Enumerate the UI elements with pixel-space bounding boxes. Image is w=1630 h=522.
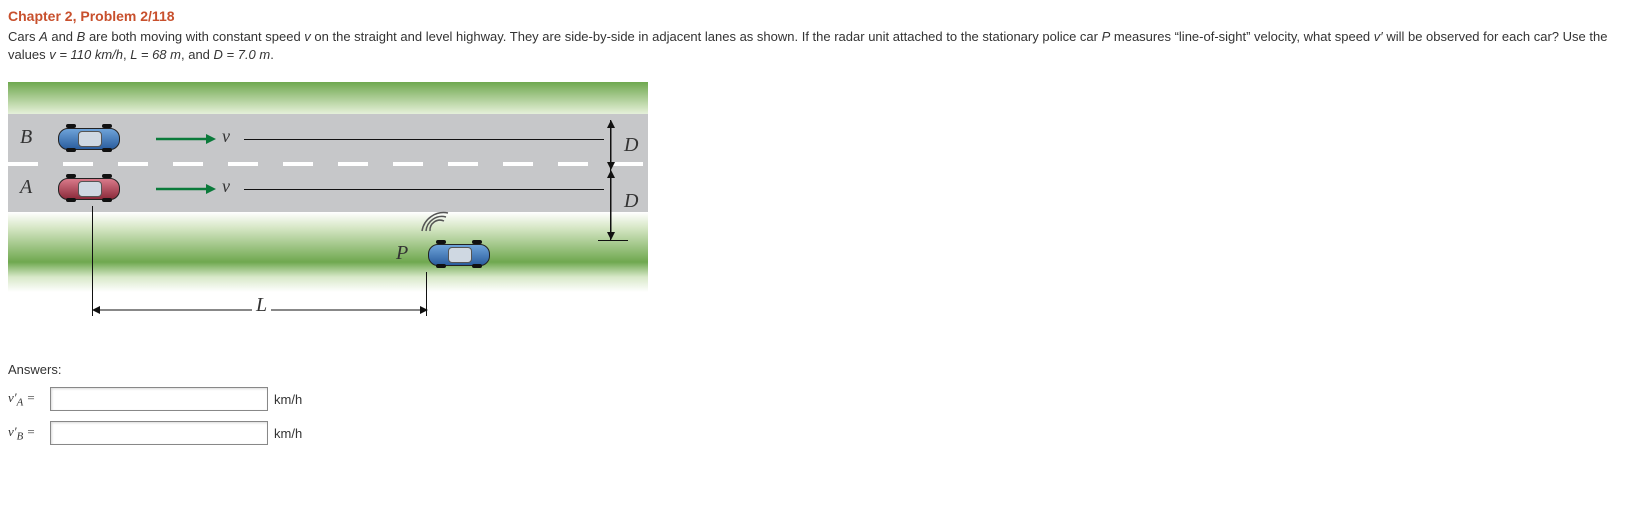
answer-input-a[interactable] (50, 387, 268, 411)
label-v-a: v (222, 176, 230, 197)
answer-unit-b: km/h (274, 426, 302, 441)
car-p (420, 240, 496, 268)
label-car-b: B (20, 126, 32, 149)
answers-section: Answers: v′A = km/h v′B = km/h (8, 362, 1622, 445)
text: are both moving with constant speed (85, 29, 304, 44)
velocity-arrow-b (156, 132, 216, 146)
problem-statement: Cars A and B are both moving with consta… (8, 28, 1622, 64)
car-a (50, 174, 126, 202)
grass-bottom-fade (8, 262, 648, 292)
val-D: D = 7.0 m (214, 47, 271, 62)
var-P: P (1102, 29, 1111, 44)
answers-title: Answers: (8, 362, 1622, 377)
text: measures “line-of-sight” velocity, what … (1110, 29, 1373, 44)
dim-d1-arrow (604, 120, 618, 173)
problem-diagram: B A v v P (8, 82, 648, 342)
car-b (50, 124, 126, 152)
text: . (270, 47, 274, 62)
guideline-a (244, 189, 604, 190)
val-L: L = 68 m (130, 47, 181, 62)
answer-symbol-b: v′B = (8, 424, 50, 443)
val-v: v = 110 km/h (49, 47, 123, 62)
radar-icon (416, 207, 450, 236)
label-d2: D (624, 190, 638, 213)
text: and (48, 29, 77, 44)
answer-unit-a: km/h (274, 392, 302, 407)
guideline-b (244, 139, 604, 140)
dim-d-tick (598, 240, 628, 241)
grass-bottom (8, 212, 648, 262)
text: Cars (8, 29, 39, 44)
chapter-heading: Chapter 2, Problem 2/118 (8, 8, 1622, 24)
dim-d2-arrow (604, 170, 618, 243)
text: , and (181, 47, 214, 62)
answer-row-b: v′B = km/h (8, 421, 1622, 445)
var-vprime: v′ (1374, 29, 1383, 44)
text: on the straight and level highway. They … (311, 29, 1102, 44)
velocity-arrow-a (156, 182, 216, 196)
var-A: A (39, 29, 48, 44)
label-l: L (252, 294, 271, 317)
answer-row-a: v′A = km/h (8, 387, 1622, 411)
label-d1: D (624, 134, 638, 157)
dim-l-left (92, 206, 93, 316)
label-car-a: A (20, 176, 32, 199)
answer-symbol-a: v′A = (8, 390, 50, 409)
label-v-b: v (222, 126, 230, 147)
lane-divider (8, 162, 648, 166)
label-car-p: P (396, 242, 408, 265)
answer-input-b[interactable] (50, 421, 268, 445)
